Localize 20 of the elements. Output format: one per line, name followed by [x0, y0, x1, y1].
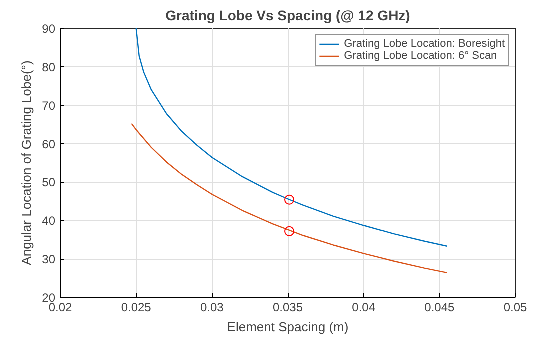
x-tick-label: 0.035 [272, 300, 304, 314]
chart-title: Grating Lobe Vs Spacing (@ 12 GHz) [166, 8, 410, 24]
x-tick-label: 0.05 [504, 300, 528, 314]
x-tick-label: 0.04 [352, 300, 376, 314]
y-tick-label: 50 [42, 176, 56, 190]
x-tick-label: 0.03 [200, 300, 224, 314]
y-tick-label: 90 [42, 22, 56, 36]
y-tick-label: 30 [42, 252, 56, 267]
x-tick-label: 0.025 [121, 300, 152, 314]
x-tick-label: 0.02 [48, 300, 73, 314]
legend-label: Grating Lobe Location: Boresight [344, 38, 505, 50]
y-axis-title: Angular Location of Grating Lobe(°) [19, 60, 34, 266]
y-tick-label: 80 [42, 60, 56, 74]
x-axis-title: Element Spacing (m) [227, 320, 349, 334]
line-series [131, 123, 448, 274]
y-tick-label: 60 [42, 137, 56, 152]
y-tick-label: 40 [42, 214, 56, 228]
legend-label: Grating Lobe Location: 6° Scan [344, 50, 498, 62]
x-tick-label: 0.045 [424, 300, 456, 314]
y-tick-label: 70 [42, 98, 56, 113]
